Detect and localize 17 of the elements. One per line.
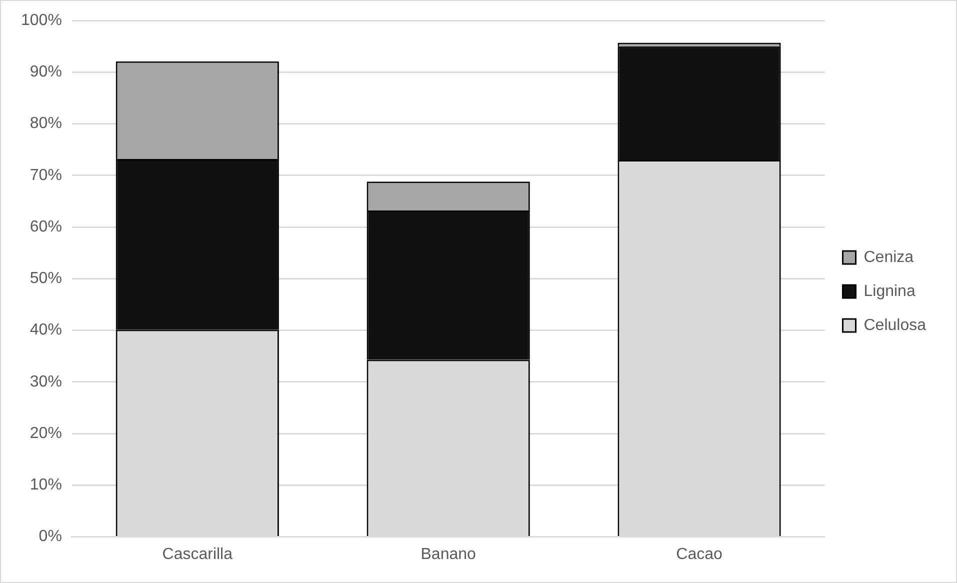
x-tick-label: Cascarilla: [162, 546, 233, 563]
y-tick-label: 0%: [38, 528, 62, 546]
y-tick-label: 20%: [30, 424, 62, 442]
y-tick-label: 30%: [30, 373, 62, 390]
y-tick-label: 70%: [30, 166, 62, 184]
x-tick-label: Banano: [420, 546, 476, 563]
legend-label: Lignina: [864, 282, 916, 300]
y-tick-label: 60%: [30, 218, 62, 236]
x-tick-label: Cacao: [676, 546, 722, 563]
y-tick-label: 80%: [30, 115, 62, 132]
y-tick-label: 90%: [30, 64, 62, 81]
y-tick-label: 50%: [30, 270, 62, 288]
y-tick-label: 100%: [21, 12, 62, 30]
y-tick-label: 10%: [30, 476, 62, 494]
legend-label: Celulosa: [864, 316, 926, 334]
legend-label: Ceniza: [864, 248, 914, 266]
y-tick-label: 40%: [30, 322, 62, 339]
